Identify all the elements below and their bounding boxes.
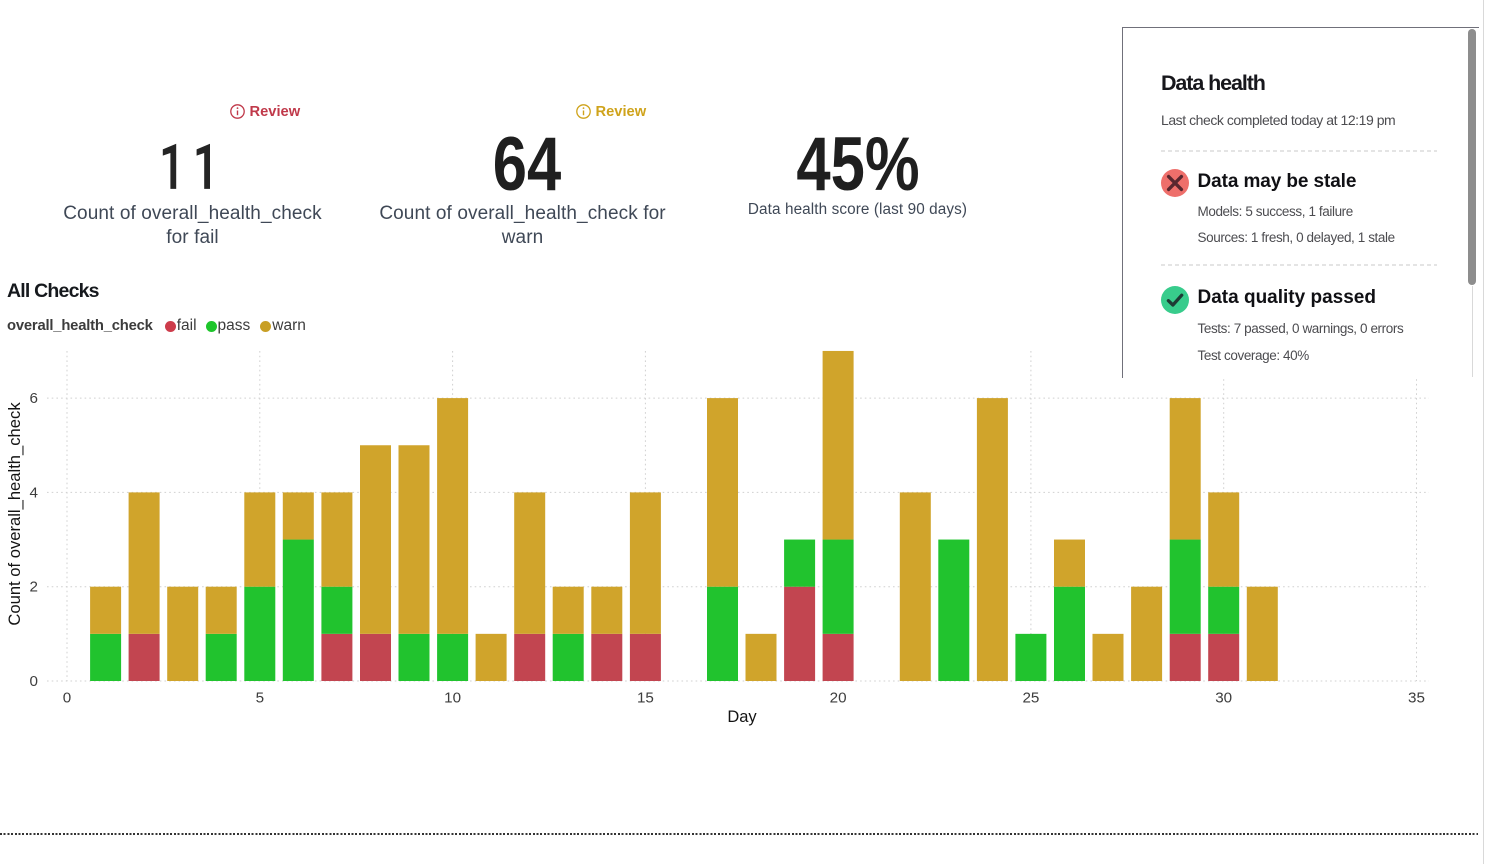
svg-text:0: 0: [30, 673, 38, 690]
svg-text:6: 6: [30, 390, 38, 407]
svg-text:25: 25: [1022, 690, 1039, 707]
svg-text:10: 10: [444, 690, 461, 707]
svg-text:Count of overall_health_check: Count of overall_health_check: [5, 402, 24, 626]
svg-text:20: 20: [830, 690, 847, 707]
svg-text:2: 2: [30, 579, 38, 596]
svg-text:4: 4: [30, 484, 38, 501]
svg-text:5: 5: [256, 690, 264, 707]
svg-text:15: 15: [637, 690, 654, 707]
svg-text:30: 30: [1215, 690, 1232, 707]
svg-text:Day: Day: [727, 708, 757, 726]
svg-text:35: 35: [1408, 690, 1425, 707]
svg-text:0: 0: [63, 690, 71, 707]
